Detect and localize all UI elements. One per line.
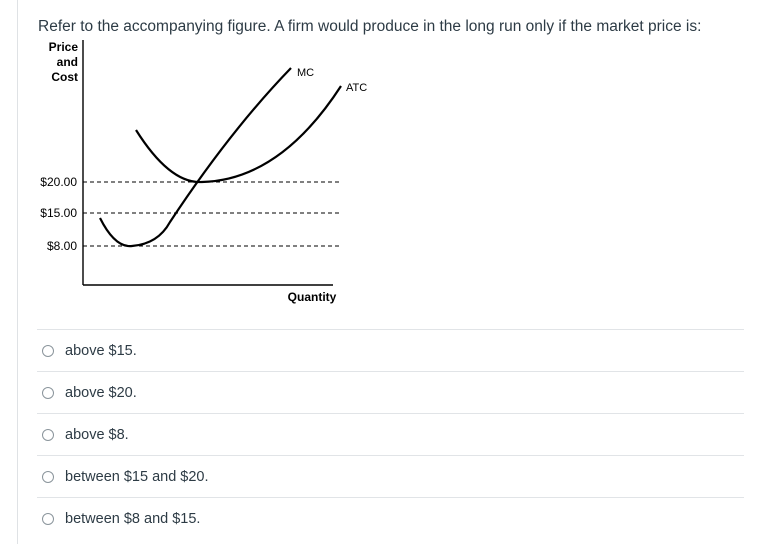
answer-option-4[interactable]: between $15 and $20. [37, 455, 744, 497]
tick-label-8: $8.00 [47, 239, 77, 253]
answer-label-2: above $20. [65, 384, 137, 401]
answer-option-5[interactable]: between $8 and $15. [37, 497, 744, 539]
answer-option-2[interactable]: above $20. [37, 371, 744, 413]
y-axis-label-line-1: Price [49, 40, 79, 54]
answer-label-3: above $8. [65, 426, 129, 443]
cost-curves-figure: Price and Cost $20.00 $15.00 $8.00 MC AT… [30, 36, 370, 308]
answer-radio-5[interactable] [42, 512, 54, 525]
atc-curve-label: ATC [346, 82, 367, 94]
answer-option-1[interactable]: above $15. [37, 329, 744, 371]
tick-label-20: $20.00 [40, 175, 77, 189]
answer-list: above $15. above $20. above $8. between … [37, 329, 744, 539]
answer-radio-3[interactable] [42, 428, 54, 441]
tick-label-15: $15.00 [40, 206, 77, 220]
content-left-border [17, 0, 18, 544]
answer-radio-4[interactable] [42, 470, 54, 483]
answer-radio-2[interactable] [42, 386, 54, 399]
y-axis-label-line-2: and [57, 55, 78, 69]
x-axis-label: Quantity [288, 290, 337, 304]
answer-radio-1[interactable] [42, 344, 54, 357]
cost-curves-svg: Price and Cost $20.00 $15.00 $8.00 MC AT… [40, 40, 367, 304]
question-text: Refer to the accompanying figure. A firm… [38, 18, 702, 35]
atc-curve [135, 85, 342, 184]
mc-curve [99, 67, 292, 248]
answer-option-3[interactable]: above $8. [37, 413, 744, 455]
answer-label-1: above $15. [65, 342, 137, 359]
answer-label-5: between $8 and $15. [65, 510, 201, 527]
answer-label-4: between $15 and $20. [65, 468, 209, 485]
y-axis-label-line-3: Cost [51, 70, 78, 84]
mc-curve-label: MC [297, 67, 314, 79]
